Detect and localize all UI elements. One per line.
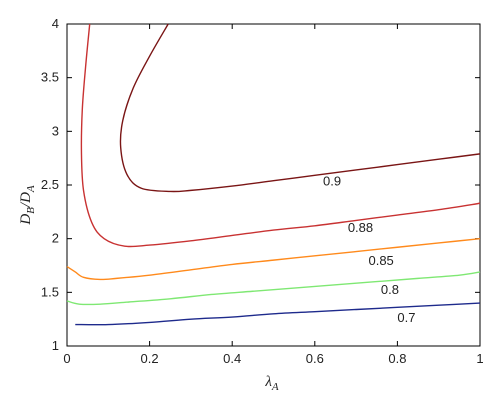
contour-line-0-8 — [66, 271, 481, 306]
contour-line-0-7 — [75, 302, 481, 326]
y-tick-label: 3 — [52, 123, 59, 138]
contour-label-0-85: 0.85 — [368, 253, 393, 268]
contour-line-0-9 — [119, 23, 481, 193]
x-tick-label: 0.4 — [223, 351, 241, 366]
y-tick-label: 2 — [52, 231, 59, 246]
y-tick-label: 4 — [52, 16, 59, 31]
y-tick-label: 3.5 — [41, 70, 59, 85]
contour-curves — [66, 23, 481, 326]
x-tick-label: 0 — [63, 351, 70, 366]
x-tick-label: 0.8 — [388, 351, 406, 366]
x-tick-label: 0.2 — [141, 351, 159, 366]
y-tick-label: 1 — [52, 338, 59, 353]
contour-line-0-88 — [80, 23, 481, 248]
contour-label-0-9: 0.9 — [323, 174, 341, 189]
y-axis-label: DB/DA — [18, 185, 37, 226]
x-tick-label: 1 — [476, 351, 483, 366]
x-axis-label: λA — [264, 374, 279, 393]
plot-frame — [66, 23, 481, 347]
contour-labels: 0.9 0.88 0.85 0.8 0.7 — [323, 174, 415, 325]
contour-label-0-7: 0.7 — [397, 310, 415, 325]
contour-label-0-88: 0.88 — [348, 220, 373, 235]
axis-ticks: 0 0.2 0.4 0.6 0.8 1 1 1.5 2 2.5 3 3.5 4 — [41, 16, 484, 366]
y-tick-label: 1.5 — [41, 284, 59, 299]
x-tick-label: 0.6 — [306, 351, 324, 366]
contour-line-0-85 — [66, 237, 481, 281]
contour-label-0-8: 0.8 — [381, 282, 399, 297]
y-tick-label: 2.5 — [41, 177, 59, 192]
